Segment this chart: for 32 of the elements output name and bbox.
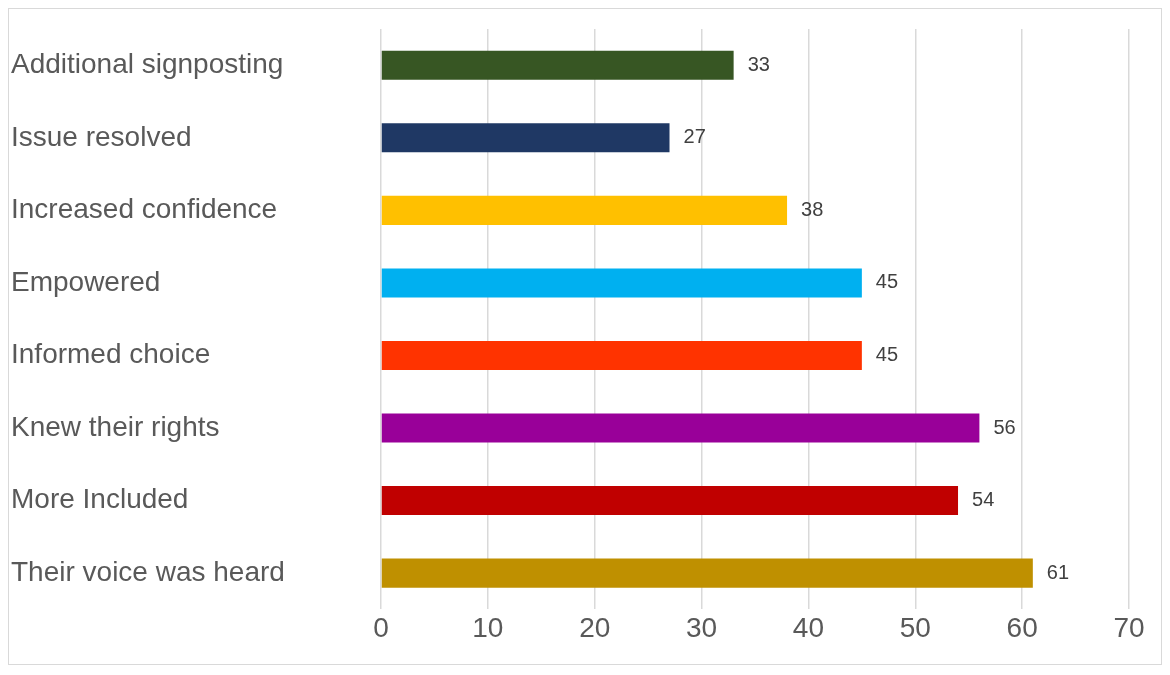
- bar: [381, 50, 734, 80]
- x-tick-label: 60: [1006, 611, 1038, 643]
- y-tick-label: Issue resolved: [11, 120, 192, 152]
- y-tick-label: More Included: [11, 483, 189, 515]
- x-tick-label: 30: [685, 611, 718, 643]
- bar: [381, 340, 862, 370]
- bar: [381, 486, 959, 516]
- y-tick-label: Additional signposting: [11, 47, 284, 79]
- x-tick-label: 40: [792, 611, 825, 643]
- y-tick-label: Informed choice: [11, 338, 211, 370]
- bar: [381, 195, 788, 225]
- y-tick-label: Empowered: [11, 265, 161, 297]
- x-tick-label: 50: [899, 611, 931, 643]
- bar: [381, 123, 670, 153]
- data-label: 33: [747, 52, 770, 75]
- y-tick-label: Increased confidence: [11, 193, 278, 225]
- bar: [381, 413, 980, 443]
- bar: [381, 268, 862, 298]
- data-label: 61: [1046, 560, 1070, 583]
- x-tick-label: 70: [1113, 611, 1145, 643]
- data-label: 54: [972, 488, 995, 511]
- data-label: 38: [801, 197, 824, 220]
- x-tick-label: 0: [373, 611, 389, 643]
- data-label: 45: [875, 342, 899, 365]
- x-tick-label: 10: [472, 611, 504, 643]
- x-tick-label: 20: [579, 611, 611, 643]
- y-tick-label: Knew their rights: [11, 410, 220, 442]
- data-label: 56: [993, 415, 1016, 438]
- data-label: 45: [875, 270, 899, 293]
- y-tick-label: Their voice was heard: [11, 555, 285, 587]
- bar: [381, 558, 1033, 588]
- data-label: 27: [683, 125, 706, 148]
